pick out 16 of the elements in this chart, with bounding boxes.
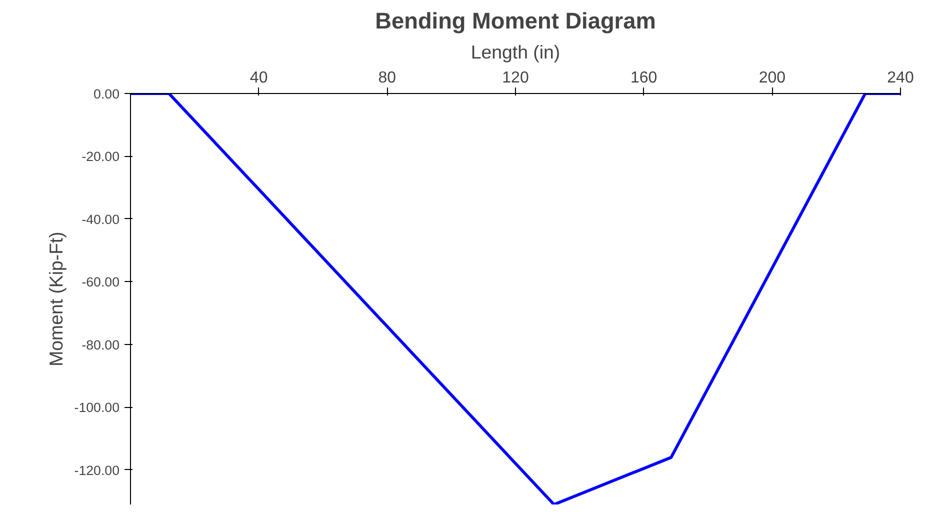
chart-title: Bending Moment Diagram — [375, 8, 656, 34]
x-tick-label: 80 — [378, 70, 396, 86]
y-tick-label: -60.00 — [82, 274, 120, 290]
y-tick-label: 0.00 — [94, 86, 120, 102]
x-tick-label: 240 — [887, 70, 914, 86]
y-axis-title: Moment (Kip-Ft) — [45, 232, 66, 366]
y-tick-label: -40.00 — [82, 212, 120, 227]
x-axis-title: Length (in) — [470, 42, 560, 62]
x-tick-label: 160 — [630, 70, 658, 86]
x-tick-label: 40 — [250, 70, 268, 86]
y-tick-label: -80.00 — [82, 337, 120, 352]
y-tick-label: -100.00 — [74, 400, 120, 416]
x-tick-label: 120 — [502, 70, 529, 86]
y-tick-label: -120.00 — [74, 462, 120, 478]
y-tick-label: -20.00 — [82, 149, 120, 164]
x-tick-label: 200 — [758, 70, 786, 86]
